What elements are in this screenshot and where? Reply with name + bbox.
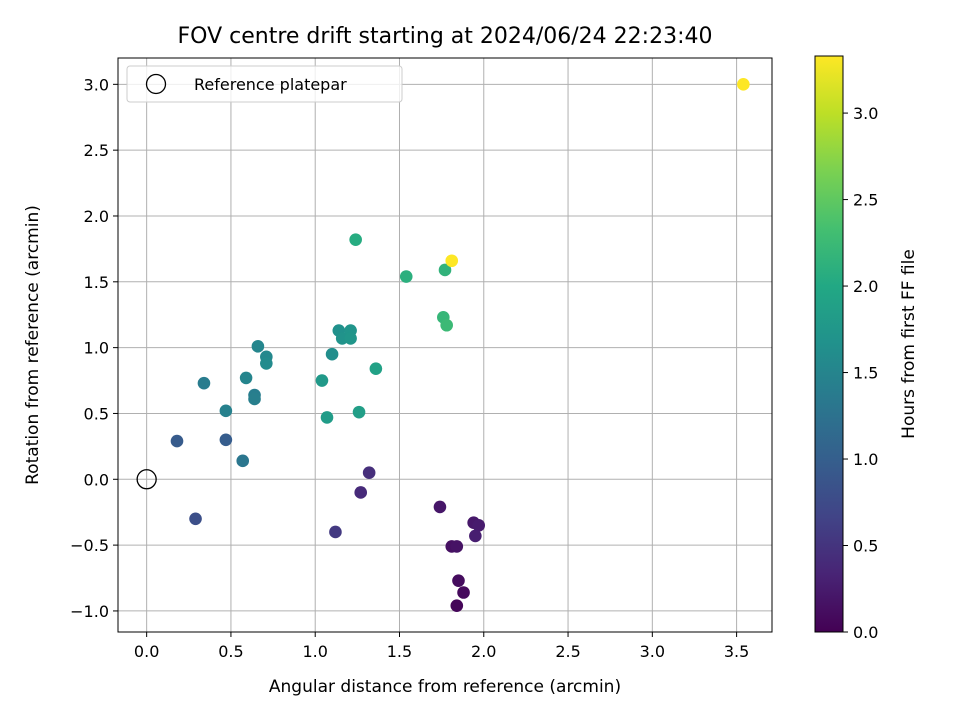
data-point xyxy=(369,362,383,375)
data-point xyxy=(450,599,464,612)
colorbar: 0.0 0.5 1.0 1.5 2.0 2.5 3.0 Hours from first F… xyxy=(814,55,919,642)
colorbar-gradient xyxy=(814,55,844,633)
colorbar-label: Hours from first FF file xyxy=(899,249,919,439)
x-tick-label: 0.5 xyxy=(218,642,243,661)
data-point xyxy=(438,263,452,277)
data-point xyxy=(352,405,366,419)
chart-title: FOV centre drift starting at 2024/06/24 … xyxy=(178,24,713,49)
data-point xyxy=(325,347,339,361)
x-tick-label: 1.5 xyxy=(387,642,412,661)
colorbar-tick-label: 0.5 xyxy=(853,537,878,556)
data-points xyxy=(170,78,750,612)
colorbar-ticks: 0.0 0.5 1.0 1.5 2.0 2.5 3.0 xyxy=(843,104,878,642)
colorbar-tick-label: 0.0 xyxy=(853,623,878,642)
y-tick-label: 2.0 xyxy=(84,207,109,226)
y-tick-label: −1.0 xyxy=(70,602,109,621)
data-point xyxy=(219,404,233,418)
data-point xyxy=(170,434,184,448)
data-point xyxy=(354,486,368,499)
plot-frame xyxy=(117,57,773,633)
y-tick-label: 0.0 xyxy=(84,470,109,489)
data-point xyxy=(239,371,253,385)
data-point xyxy=(344,332,357,345)
data-point xyxy=(433,500,447,514)
colorbar-tick-label: 1.0 xyxy=(853,450,878,469)
y-tick-label: 2.5 xyxy=(84,141,109,160)
data-point xyxy=(197,376,211,390)
y-tick-label: 0.5 xyxy=(84,404,109,423)
data-point xyxy=(450,540,464,553)
x-tick-label: 0.0 xyxy=(134,642,159,661)
data-point xyxy=(260,357,273,370)
data-point xyxy=(349,233,362,246)
x-axis-ticks: 0.0 0.5 1.0 1.5 2.0 2.5 3.0 3.5 xyxy=(134,632,749,661)
data-point xyxy=(452,574,465,587)
legend-entry-reference: Reference platepar xyxy=(194,75,347,94)
y-tick-label: 1.5 xyxy=(84,273,109,292)
data-point xyxy=(320,411,334,424)
data-point xyxy=(236,454,250,468)
data-point xyxy=(445,254,459,268)
x-tick-label: 2.0 xyxy=(471,642,496,661)
legend-box xyxy=(126,65,403,103)
data-point xyxy=(737,78,750,91)
data-point xyxy=(251,340,265,353)
colorbar-tick-label: 3.0 xyxy=(853,104,878,123)
data-point xyxy=(219,433,233,447)
data-point xyxy=(315,374,329,387)
legend: Reference platepar xyxy=(126,65,403,103)
y-axis-label: Rotation from reference (arcmin) xyxy=(23,205,43,485)
x-tick-label: 2.5 xyxy=(555,642,580,661)
legend-marker xyxy=(145,73,167,95)
data-point xyxy=(189,512,202,526)
colorbar-tick-label: 1.5 xyxy=(853,364,878,383)
data-point xyxy=(457,586,470,599)
x-axis-label: Angular distance from reference (arcmin) xyxy=(269,677,621,697)
colorbar-tick-label: 2.5 xyxy=(853,191,878,210)
x-tick-label: 3.5 xyxy=(724,642,749,661)
x-tick-label: 1.0 xyxy=(302,642,327,661)
y-tick-label: 3.0 xyxy=(84,75,109,94)
data-point xyxy=(362,466,376,480)
data-point xyxy=(440,318,453,332)
y-tick-label: −0.5 xyxy=(70,536,109,555)
data-point xyxy=(399,270,413,283)
data-point xyxy=(469,529,482,543)
data-point xyxy=(329,525,342,539)
y-axis-ticks: −1.0 −0.5 0.0 0.5 1.0 1.5 2.0 2.5 3.0 xyxy=(70,75,118,621)
data-point xyxy=(472,519,486,532)
reference-point xyxy=(136,469,157,490)
colorbar-tick-label: 2.0 xyxy=(853,277,878,296)
x-tick-label: 3.0 xyxy=(640,642,665,661)
y-tick-label: 1.0 xyxy=(84,339,109,358)
grid-lines xyxy=(118,58,772,632)
data-point xyxy=(248,392,261,406)
reference-marker xyxy=(136,469,157,490)
